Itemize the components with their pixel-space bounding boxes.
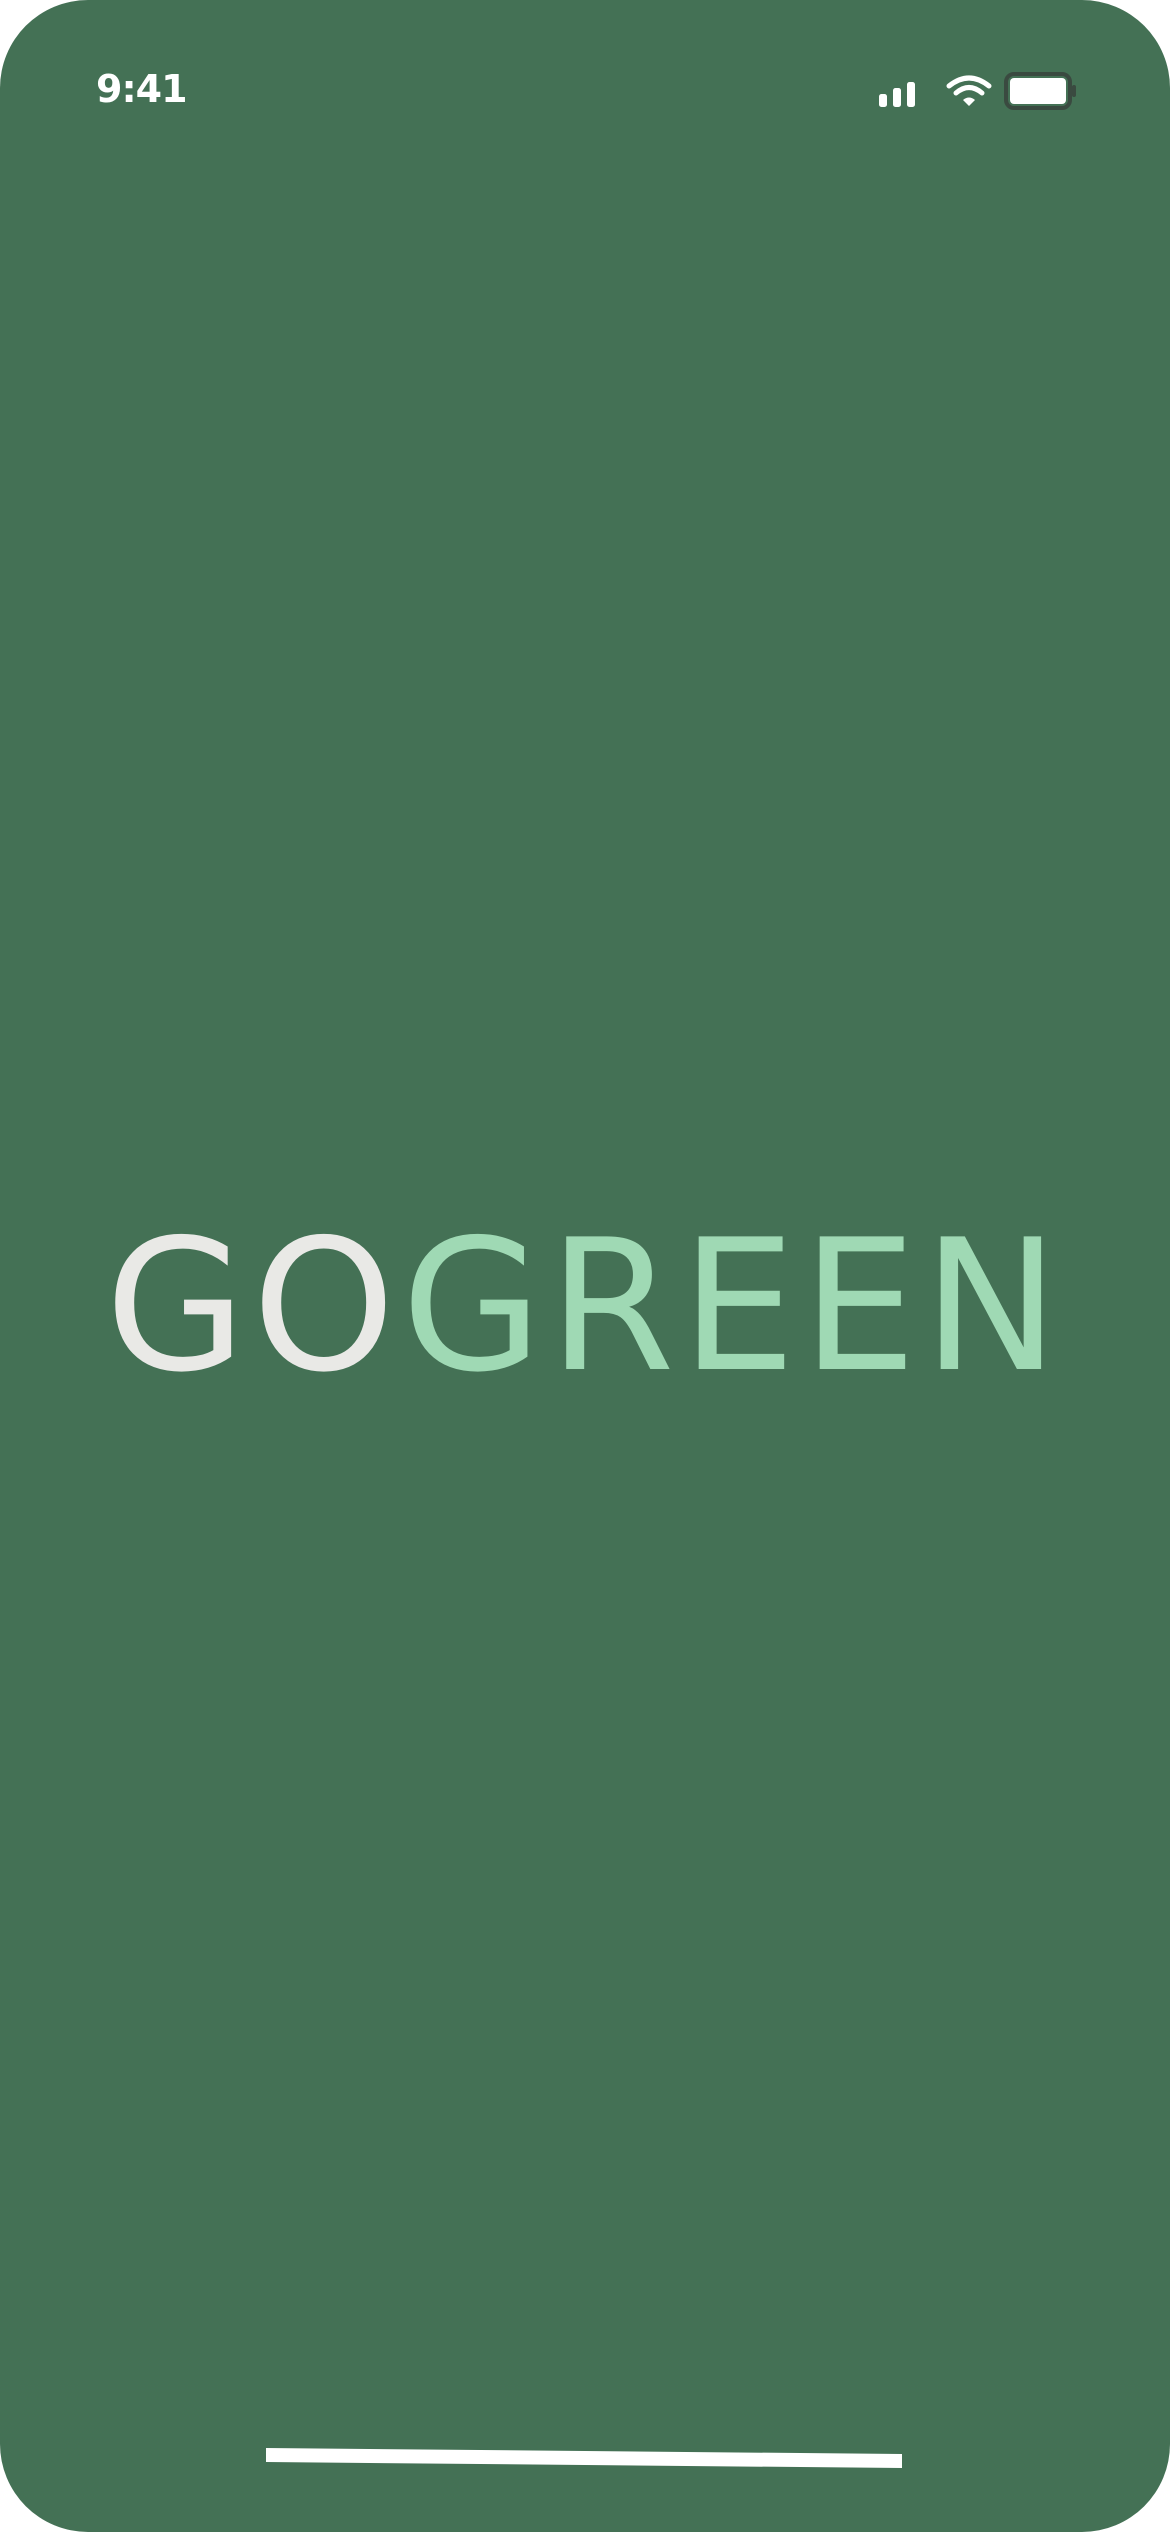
wifi-icon [946,75,992,106]
cellular-signal-icon [879,82,915,107]
app-logo: GOGREEN [0,1215,1170,1397]
status-time: 9:41 [96,67,188,111]
logo-text-green: GREEN [401,1200,1065,1412]
logo-text-go: GO [105,1200,402,1412]
home-indicator[interactable] [266,2448,902,2468]
battery-icon [1004,72,1076,110]
status-bar: 9:41 [0,0,1170,180]
